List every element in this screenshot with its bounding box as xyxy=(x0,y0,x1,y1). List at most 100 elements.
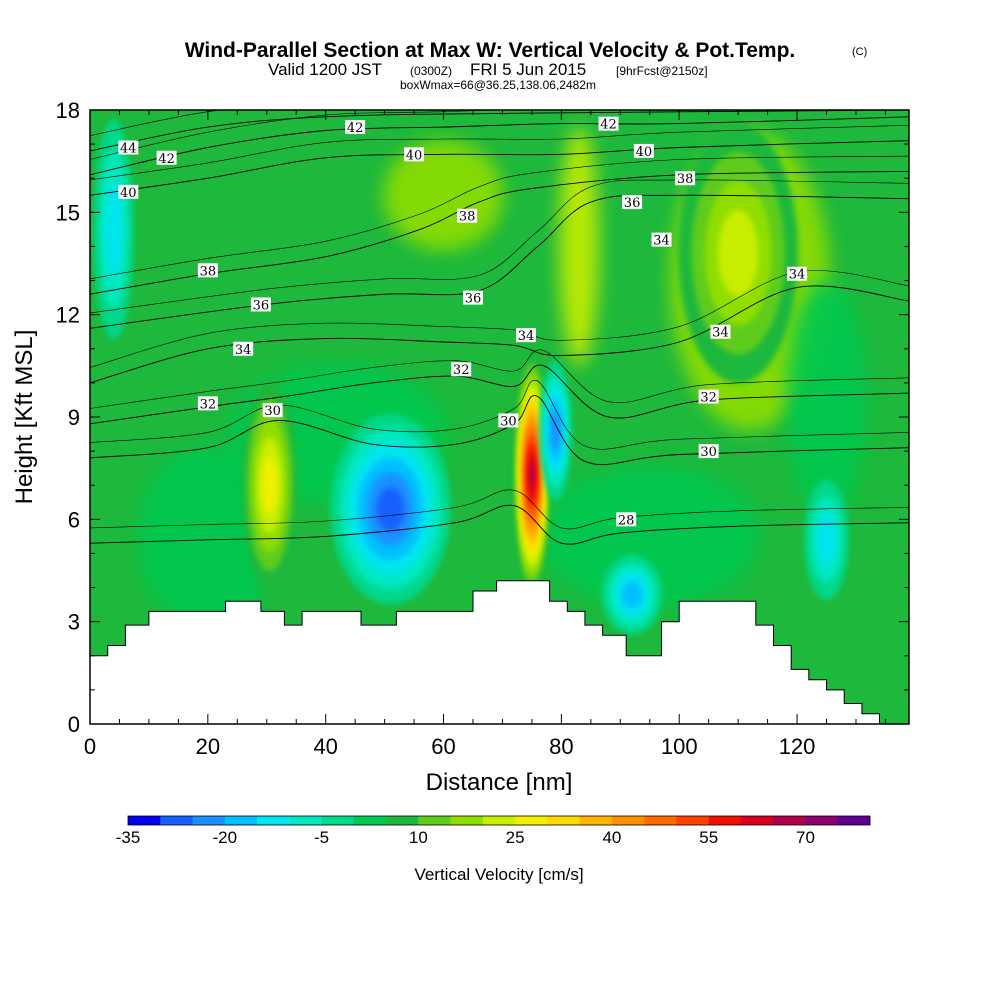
isentrope-label-text: 38 xyxy=(200,264,217,279)
chart-title: Wind-Parallel Section at Max W: Vertical… xyxy=(185,39,796,62)
isentrope-label: 30 xyxy=(498,413,519,429)
colorbar-swatch xyxy=(482,816,516,825)
updraft-core xyxy=(513,354,550,595)
colorbar-label: -5 xyxy=(314,828,329,847)
terrain-mask xyxy=(90,580,909,724)
colorbar-label: -20 xyxy=(212,828,237,847)
colorbar-swatch xyxy=(224,816,258,825)
colorbar-swatch xyxy=(386,816,419,825)
isentrope-lines xyxy=(90,110,909,545)
forecast-info: [9hrFcst@2150z] xyxy=(616,64,708,78)
velocity-band xyxy=(383,140,504,251)
velocity-band xyxy=(559,126,600,367)
isentrope-label-text: 28 xyxy=(618,513,635,528)
velocity-contour-level xyxy=(104,182,123,277)
updraft-upper-east xyxy=(678,123,799,384)
y-tick-label: 6 xyxy=(68,507,80,532)
downdraft-east-low xyxy=(804,479,849,600)
isentrope-label-text: 34 xyxy=(712,326,729,341)
isentrope-34 xyxy=(90,285,909,384)
isentrope-label-box xyxy=(345,120,366,135)
isentrope-label-text: 44 xyxy=(120,142,137,157)
isentrope-label-box xyxy=(118,140,139,155)
isentrope-minor xyxy=(90,489,909,530)
isentrope-label-box xyxy=(404,147,425,162)
colorbar-label: 10 xyxy=(409,828,428,847)
y-tick-label: 9 xyxy=(68,405,80,430)
isentrope-labels: 28 30 30 30 32 32 32 34 34 34 34 34 36 36 36 38 38 38 40 40… xyxy=(118,116,808,528)
box-info: boxWmax=66@36.25,138.06,2482m xyxy=(400,78,596,92)
colorbar-swatch xyxy=(515,816,548,825)
isentrope-label: 40 xyxy=(404,147,425,163)
isentrope-label-box xyxy=(710,324,731,339)
isentrope-label-text: 36 xyxy=(465,292,482,307)
isentrope-label: 32 xyxy=(197,396,218,412)
isentrope-label-box xyxy=(598,116,619,131)
isentrope-42 xyxy=(90,116,909,176)
isentrope-38 xyxy=(90,170,909,295)
downdraft-low xyxy=(602,554,663,635)
isentrope-label: 38 xyxy=(197,263,218,279)
colorbar-swatch xyxy=(740,816,774,825)
isentrope-minor xyxy=(90,110,506,160)
isentrope-label-text: 32 xyxy=(200,397,217,412)
isentrope-minor xyxy=(90,110,223,136)
isentrope-label-box xyxy=(498,413,519,428)
isentrope-label: 30 xyxy=(262,403,283,419)
updraft-west xyxy=(241,380,298,591)
plot-area: 28 30 30 30 32 32 32 34 34 34 34 34 36 36 36 38 38 38 40 40… xyxy=(90,110,909,724)
valid-prefix: Valid 1200 JST xyxy=(268,60,382,79)
x-tick-label: 100 xyxy=(661,734,698,759)
copyright-mark: (C) xyxy=(852,46,867,58)
isentrope-label-text: 36 xyxy=(624,196,641,211)
isentrope-label-text: 38 xyxy=(677,172,694,187)
isentrope-label-text: 34 xyxy=(235,343,252,358)
isentrope-label: 36 xyxy=(622,195,643,211)
colorbar-label: 55 xyxy=(699,828,718,847)
isentrope-label-text: 34 xyxy=(789,268,806,283)
isentrope-label: 42 xyxy=(598,116,619,133)
colorbar-swatch xyxy=(128,816,161,825)
colorbar-swatch xyxy=(321,816,355,825)
colorbar-swatch xyxy=(547,816,580,825)
isentrope-label: 32 xyxy=(451,362,472,378)
isentrope-minor xyxy=(90,179,909,314)
velocity-contour-level xyxy=(817,514,836,566)
x-tick-label: 0 xyxy=(84,734,96,759)
downdraft-core xyxy=(330,414,451,605)
colorbar-swatch xyxy=(676,816,709,825)
y-tick-label: 3 xyxy=(68,610,80,635)
isentrope-label: 34 xyxy=(516,328,537,344)
isentrope-label-box xyxy=(197,396,218,411)
isentrope-label-text: 30 xyxy=(264,404,281,419)
colorbar-labels: -35 -20 -5 10 25 40 55 70 xyxy=(116,828,815,847)
colorbar-label: 40 xyxy=(602,828,621,847)
colorbar-title: Vertical Velocity [cm/s] xyxy=(414,865,583,884)
velocity-contour-level xyxy=(529,461,534,489)
isentrope-40 xyxy=(90,140,909,196)
isentrope-label-box xyxy=(616,512,637,527)
isentrope-44 xyxy=(90,110,909,152)
isentrope-label: 40 xyxy=(118,184,139,201)
isentrope-label: 40 xyxy=(633,143,654,160)
velocity-field xyxy=(93,119,867,635)
isentrope-minor xyxy=(90,125,909,181)
isentrope-label: 44 xyxy=(118,140,139,157)
isentrope-label-box xyxy=(698,389,719,404)
colorbar-label: 70 xyxy=(796,828,815,847)
isentrope-label-box xyxy=(633,143,654,158)
velocity-contour-level xyxy=(376,487,405,532)
isentrope-label-box xyxy=(197,263,218,278)
isentrope-label-text: 42 xyxy=(347,121,364,136)
x-tick-label: 80 xyxy=(549,734,573,759)
isentrope-30 xyxy=(90,395,909,466)
velocity-contour-level xyxy=(718,209,759,297)
velocity-contour-level xyxy=(262,456,278,514)
colorbar-frame xyxy=(127,815,871,826)
velocity-contour-level xyxy=(622,581,643,608)
isentrope-label-text: 34 xyxy=(518,329,535,344)
isentrope-label-box xyxy=(118,184,139,199)
isentrope-label: 34 xyxy=(651,232,672,249)
x-tick-label: 40 xyxy=(313,734,337,759)
